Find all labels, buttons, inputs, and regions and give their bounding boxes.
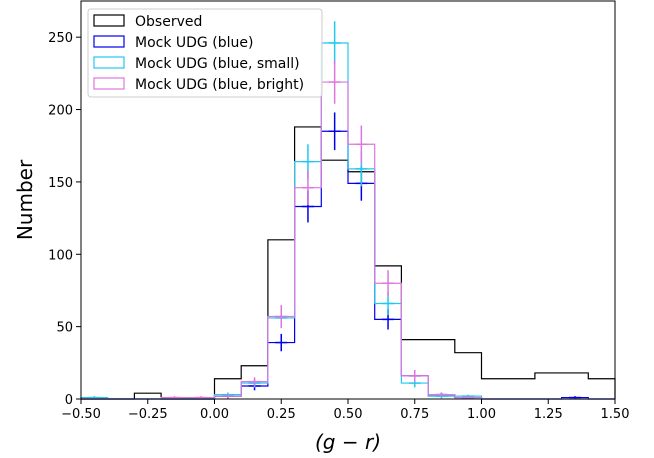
y-tick-label: 50 bbox=[56, 321, 73, 336]
x-tick-label: 0.25 bbox=[267, 407, 296, 422]
legend: Observed Mock UDG (blue) Mock UDG (blue, s… bbox=[87, 8, 323, 98]
x-tick-label: 1.25 bbox=[534, 407, 563, 422]
legend-label: Observed bbox=[135, 14, 202, 30]
x-axis-label: (g − r) bbox=[315, 430, 381, 454]
legend-swatch bbox=[93, 35, 125, 48]
y-tick-label: 200 bbox=[48, 104, 73, 119]
legend-label: Mock UDG (blue) bbox=[135, 35, 253, 51]
x-tick-label: −0.50 bbox=[61, 407, 101, 422]
x-axis: −0.50 −0.25 0.00 0.25 0.50 0.75 1.00 1.25 1.50 bbox=[61, 399, 629, 422]
x-tick-label: 0.00 bbox=[200, 407, 229, 422]
y-axis-label: Number bbox=[13, 159, 37, 240]
y-tick-label: 150 bbox=[48, 176, 73, 191]
legend-frame bbox=[87, 8, 323, 98]
x-tick-label: −0.25 bbox=[128, 407, 168, 422]
x-tick-label: 0.75 bbox=[400, 407, 429, 422]
legend-swatch bbox=[93, 77, 125, 90]
x-tick-label: 0.50 bbox=[334, 407, 363, 422]
y-tick-label: 0 bbox=[65, 393, 73, 408]
x-tick-label: 1.00 bbox=[467, 407, 496, 422]
legend-label: Mock UDG (blue, bright) bbox=[135, 77, 304, 93]
y-tick-label: 250 bbox=[48, 31, 73, 46]
legend-swatch bbox=[93, 14, 125, 27]
legend-swatch bbox=[93, 56, 125, 69]
y-axis: 0 50 100 150 200 250 bbox=[48, 31, 81, 408]
x-tick-label: 1.50 bbox=[601, 407, 630, 422]
legend-label: Mock UDG (blue, small) bbox=[135, 56, 300, 72]
y-tick-label: 100 bbox=[48, 248, 73, 263]
